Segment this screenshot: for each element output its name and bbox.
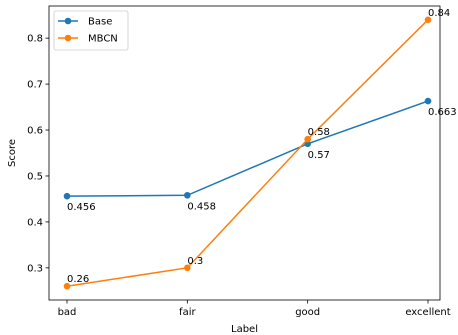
data-point-mbcn <box>424 16 432 24</box>
data-point-base <box>63 192 71 200</box>
plot-area <box>48 5 441 301</box>
data-point-mbcn <box>184 264 191 272</box>
x-tick-label: excellent <box>405 307 450 318</box>
series-layer <box>63 16 432 290</box>
y-tick-label: 0.6 <box>27 126 43 137</box>
data-label-mbcn: 0.58 <box>308 127 330 138</box>
x-tick-label: bad <box>58 307 77 318</box>
y-tick-label: 0.3 <box>27 263 43 274</box>
x-tick-label: fair <box>179 307 196 318</box>
data-point-base <box>304 140 311 148</box>
legend-marker-base <box>64 17 72 25</box>
legend-label-base: Base <box>88 17 112 28</box>
y-tick-label: 0.5 <box>27 171 43 182</box>
data-point-base <box>184 191 191 199</box>
data-label-mbcn: 0.84 <box>428 8 450 19</box>
data-labels: 0.456 0.458 0.57 0.663 0.26 0.3 0.58 0.84 <box>67 8 457 285</box>
data-label-base: 0.57 <box>308 150 330 161</box>
x-axis-label: Label <box>231 324 258 335</box>
data-label-base: 0.663 <box>428 107 457 118</box>
legend-marker-mbcn <box>64 34 72 42</box>
data-label-base: 0.456 <box>67 202 96 213</box>
y-tick-label: 0.7 <box>27 80 43 91</box>
data-point-mbcn <box>63 282 71 290</box>
legend: Base MBCN <box>53 10 129 51</box>
x-tick-label: good <box>295 307 320 318</box>
data-label-mbcn: 0.3 <box>187 256 203 267</box>
series-line-mbcn <box>66 19 429 287</box>
legend-label-mbcn: MBCN <box>88 34 118 45</box>
data-label-base: 0.458 <box>187 201 216 212</box>
data-point-base <box>424 97 432 105</box>
y-tick-label: 0.4 <box>27 217 43 228</box>
x-axis: bad fair good excellent <box>58 300 451 318</box>
y-axis: 0.3 0.4 0.5 0.6 0.7 0.8 <box>27 34 49 274</box>
data-point-mbcn <box>304 135 311 143</box>
y-axis-label: Score <box>7 139 18 167</box>
data-label-mbcn: 0.26 <box>67 274 89 285</box>
series-line-base <box>66 100 429 197</box>
y-tick-label: 0.8 <box>27 34 43 45</box>
